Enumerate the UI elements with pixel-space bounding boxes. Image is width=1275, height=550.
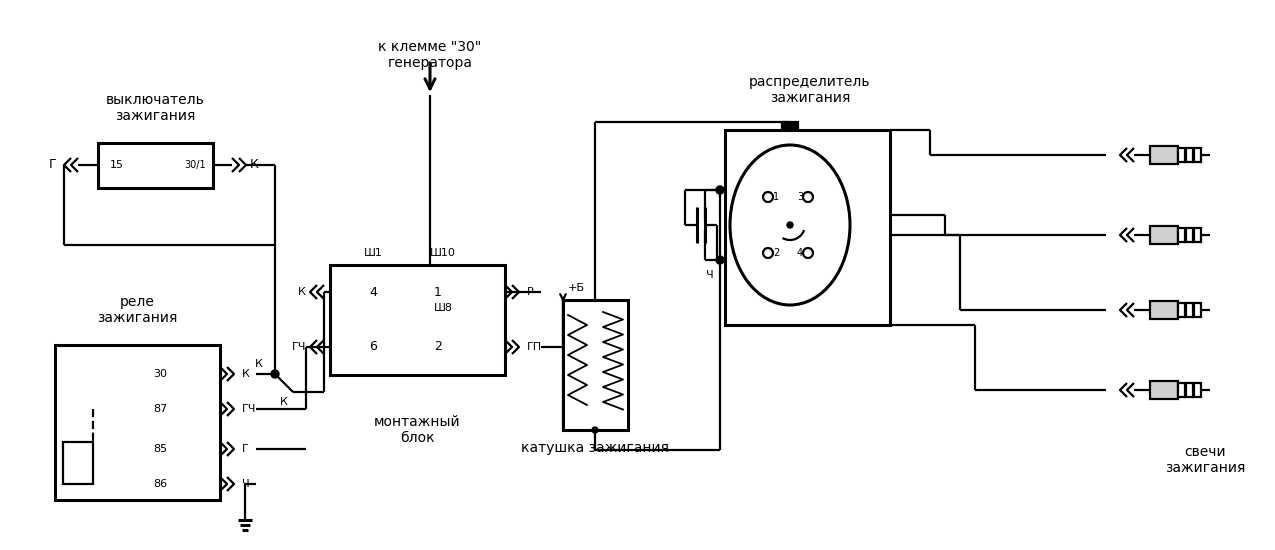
Circle shape <box>787 222 793 228</box>
Bar <box>1193 228 1201 242</box>
Text: 6: 6 <box>368 340 377 354</box>
Bar <box>564 300 629 430</box>
Text: +Б: +Б <box>567 283 585 293</box>
Text: Р: Р <box>527 287 534 297</box>
Circle shape <box>803 248 813 258</box>
Bar <box>1186 148 1193 162</box>
Bar <box>1150 381 1178 399</box>
Ellipse shape <box>731 145 850 305</box>
Text: к клемме "30"
генератора: к клемме "30" генератора <box>379 40 482 70</box>
Bar <box>1178 303 1184 317</box>
Bar <box>1150 226 1178 244</box>
Bar <box>62 442 93 484</box>
Text: Ч: Ч <box>706 270 714 280</box>
Text: выключатель
зажигания: выключатель зажигания <box>106 93 204 123</box>
Text: 30: 30 <box>153 369 167 379</box>
Bar <box>330 265 505 375</box>
Bar <box>1186 383 1193 397</box>
Circle shape <box>762 192 773 202</box>
Text: катушка зажигания: катушка зажигания <box>521 441 669 455</box>
Text: К: К <box>298 287 306 297</box>
Text: К: К <box>250 158 259 172</box>
Text: Ш10: Ш10 <box>430 248 456 258</box>
Text: Ш1: Ш1 <box>363 248 382 258</box>
Bar <box>1150 301 1178 319</box>
Text: 3: 3 <box>797 192 803 202</box>
Text: 2: 2 <box>434 340 442 354</box>
Text: К: К <box>255 359 263 369</box>
Bar <box>1178 383 1184 397</box>
Bar <box>782 122 798 130</box>
Text: 1: 1 <box>773 192 779 202</box>
Text: монтажный
блок: монтажный блок <box>374 415 460 445</box>
Text: К: К <box>280 397 288 407</box>
Text: 4: 4 <box>797 248 803 258</box>
Text: свечи
зажигания: свечи зажигания <box>1165 445 1246 475</box>
Circle shape <box>717 256 724 264</box>
Bar <box>1150 146 1178 164</box>
Text: 85: 85 <box>153 444 167 454</box>
Bar <box>1178 228 1184 242</box>
Text: ГЧ: ГЧ <box>242 404 256 414</box>
Text: 15: 15 <box>110 160 124 170</box>
Bar <box>1193 303 1201 317</box>
Text: Г: Г <box>242 444 249 454</box>
Text: 86: 86 <box>153 479 167 489</box>
Circle shape <box>803 192 813 202</box>
Circle shape <box>717 186 724 194</box>
Text: К: К <box>242 369 250 379</box>
Text: Ч: Ч <box>242 479 250 489</box>
Bar <box>1193 148 1201 162</box>
Text: 1: 1 <box>434 285 442 299</box>
Text: распределитель
зажигания: распределитель зажигания <box>750 75 871 105</box>
Text: 2: 2 <box>773 248 779 258</box>
Circle shape <box>272 370 279 378</box>
Bar <box>1193 383 1201 397</box>
Text: 30/1: 30/1 <box>184 160 205 170</box>
Text: ГЧ: ГЧ <box>292 342 306 352</box>
Bar <box>1178 148 1184 162</box>
Text: Ш8: Ш8 <box>434 303 453 313</box>
Text: ГП: ГП <box>527 342 542 352</box>
Bar <box>98 143 213 188</box>
Circle shape <box>762 248 773 258</box>
Circle shape <box>592 427 598 433</box>
Bar <box>1186 228 1193 242</box>
Text: 87: 87 <box>153 404 167 414</box>
Text: Г: Г <box>48 158 56 172</box>
Text: реле
зажигания: реле зажигания <box>97 295 177 325</box>
Text: 4: 4 <box>368 285 377 299</box>
Bar <box>55 345 221 500</box>
Bar <box>1186 303 1193 317</box>
Bar <box>725 130 890 325</box>
